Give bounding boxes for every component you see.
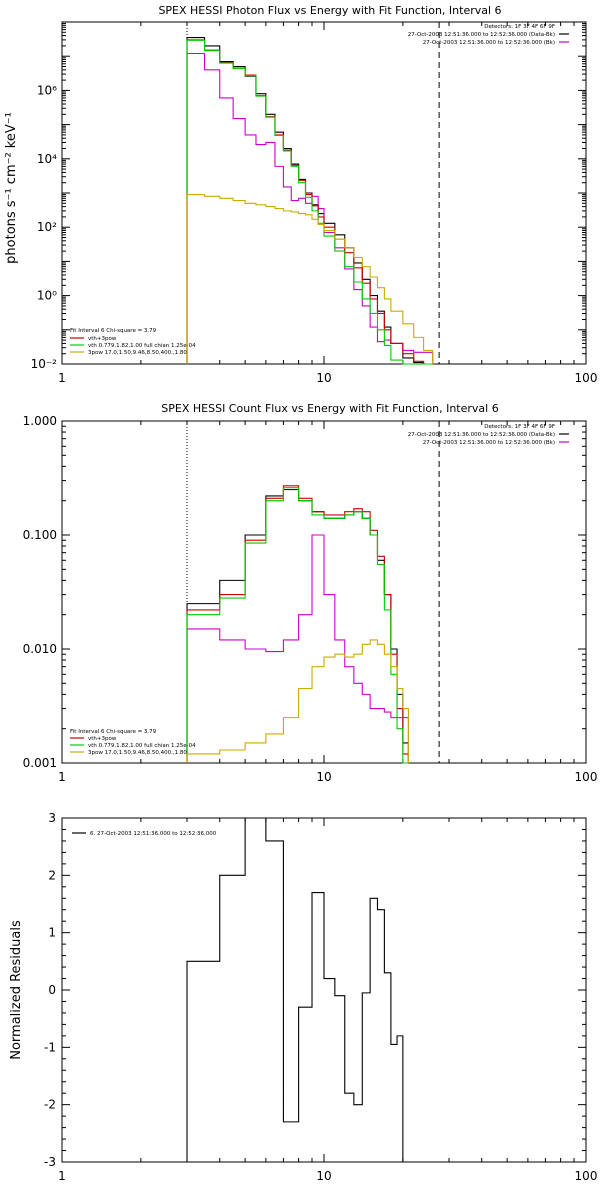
x-tick-label: 1 [58,371,66,385]
series-series [186,817,404,1162]
y-tick-label: -1 [44,1040,56,1054]
y-tick-label: 10⁻² [31,357,58,371]
series-vth [186,39,433,365]
legend-entry-vth: vth 0.779,1.82,1.00 full chian 1.25e-04 [88,343,196,349]
x-tick-label: 100 [575,1169,598,1183]
legend-top-right: Detectors: 1F 3F 4F 6F 9F 27-Oct-2003 12… [408,424,555,446]
legend-entry-3pow: 3pow 17.0,1.50,9.46,8.50,400.,1.80 [88,750,187,756]
y-tick-label: 10⁶ [37,83,57,97]
x-tick-label: 100 [575,371,598,385]
legend-entry-data-bk: 27-Oct-2003 12:51:36.000 to 12:52:36.000… [408,432,555,438]
y-tick-label: 0.100 [23,528,57,542]
legend-entry-interval: 6. 27-Oct-2003 12:51:36.000 to 12:52:36.… [90,831,217,837]
x-tick-label: 100 [575,770,598,784]
y-tick-label: 10² [37,220,57,234]
y-tick-label: -3 [44,1155,56,1169]
residuals-chart: Normalized Residuals 6. 27-Oct-2003 12:5… [9,811,597,1183]
x-tick-label: 10 [316,770,331,784]
plot-frame [61,21,587,365]
legend-header: Detectors: 1F 3F 4F 6F 9F [484,424,555,430]
count-flux-chart: SPEX HESSI Count Flux vs Energy with Fit… [23,402,598,784]
legend-entry-vth-3pow: vth+3pow [88,336,117,342]
y-tick-label: 1.000 [23,414,57,428]
y-tick-label: 10⁴ [37,152,57,166]
chart-title: SPEX HESSI Photon Flux vs Energy with Fi… [158,4,501,17]
legend-entry-bk: 27-Oct-2003 12:51:36.000 to 12:52:36.000… [423,440,555,446]
y-axis-label: Normalized Residuals [9,920,24,1060]
y-tick-label: 1 [48,926,56,940]
legend-bottom-left: Fit Interval 6 Chi-square = 3.79 vth+3po… [70,328,196,356]
y-tick-label: 2 [48,868,56,882]
y-tick-label: 0 [48,983,56,997]
y-tick-label: 0.010 [23,642,57,656]
plot-frame [61,817,587,1163]
series-vth-3pow [186,485,409,763]
series-vth [186,487,409,764]
series-3pow [186,639,409,763]
legend-entry-3pow: 3pow 17.0,1.50,9.46,8.50,400.,1.80 [88,350,187,356]
legend-entry-vth: vth 0.779,1.82,1.00 full chian 1.25e-04 [88,743,196,749]
series-bk [186,534,409,763]
x-tick-label: 1 [58,770,66,784]
chart-title: SPEX HESSI Count Flux vs Energy with Fit… [161,402,498,415]
series-vth-3pow [186,39,433,365]
series-bk [186,52,434,364]
y-tick-label: 10⁰ [37,289,57,303]
legend-bottom-left: Fit Interval 6 Chi-square = 3.79 vth+3po… [70,729,196,756]
y-tick-label: 0.001 [23,756,57,770]
series-data-bk [186,37,433,365]
y-tick-label: -2 [44,1098,56,1112]
legend-header: Detectors: 1F 3F 4F 6F 9F [484,24,555,30]
fit-info: Fit Interval 6 Chi-square = 3.79 [70,328,157,334]
legend-entry-bk: 27-Oct-2003 12:51:36.000 to 12:52:36.000… [423,40,555,46]
series-3pow [186,194,434,364]
x-tick-label: 10 [316,371,331,385]
legend-entry-data-bk: 27-Oct-2003 12:51:36.000 to 12:52:36.000… [408,32,555,38]
y-tick-label: 3 [48,811,56,825]
legend-entry-vth-3pow: vth+3pow [88,736,117,742]
y-axis-label: photons s⁻¹ cm⁻² keV⁻¹ [4,112,19,264]
legend-top-right: Detectors: 1F 3F 4F 6F 9F 27-Oct-2003 12… [408,24,555,46]
x-tick-label: 1 [58,1169,66,1183]
photon-flux-chart: SPEX HESSI Photon Flux vs Energy with Fi… [4,4,597,385]
legend-top-left: 6. 27-Oct-2003 12:51:36.000 to 12:52:36.… [90,831,217,837]
fit-info: Fit Interval 6 Chi-square = 3.79 [70,729,157,735]
x-tick-label: 10 [316,1169,331,1183]
